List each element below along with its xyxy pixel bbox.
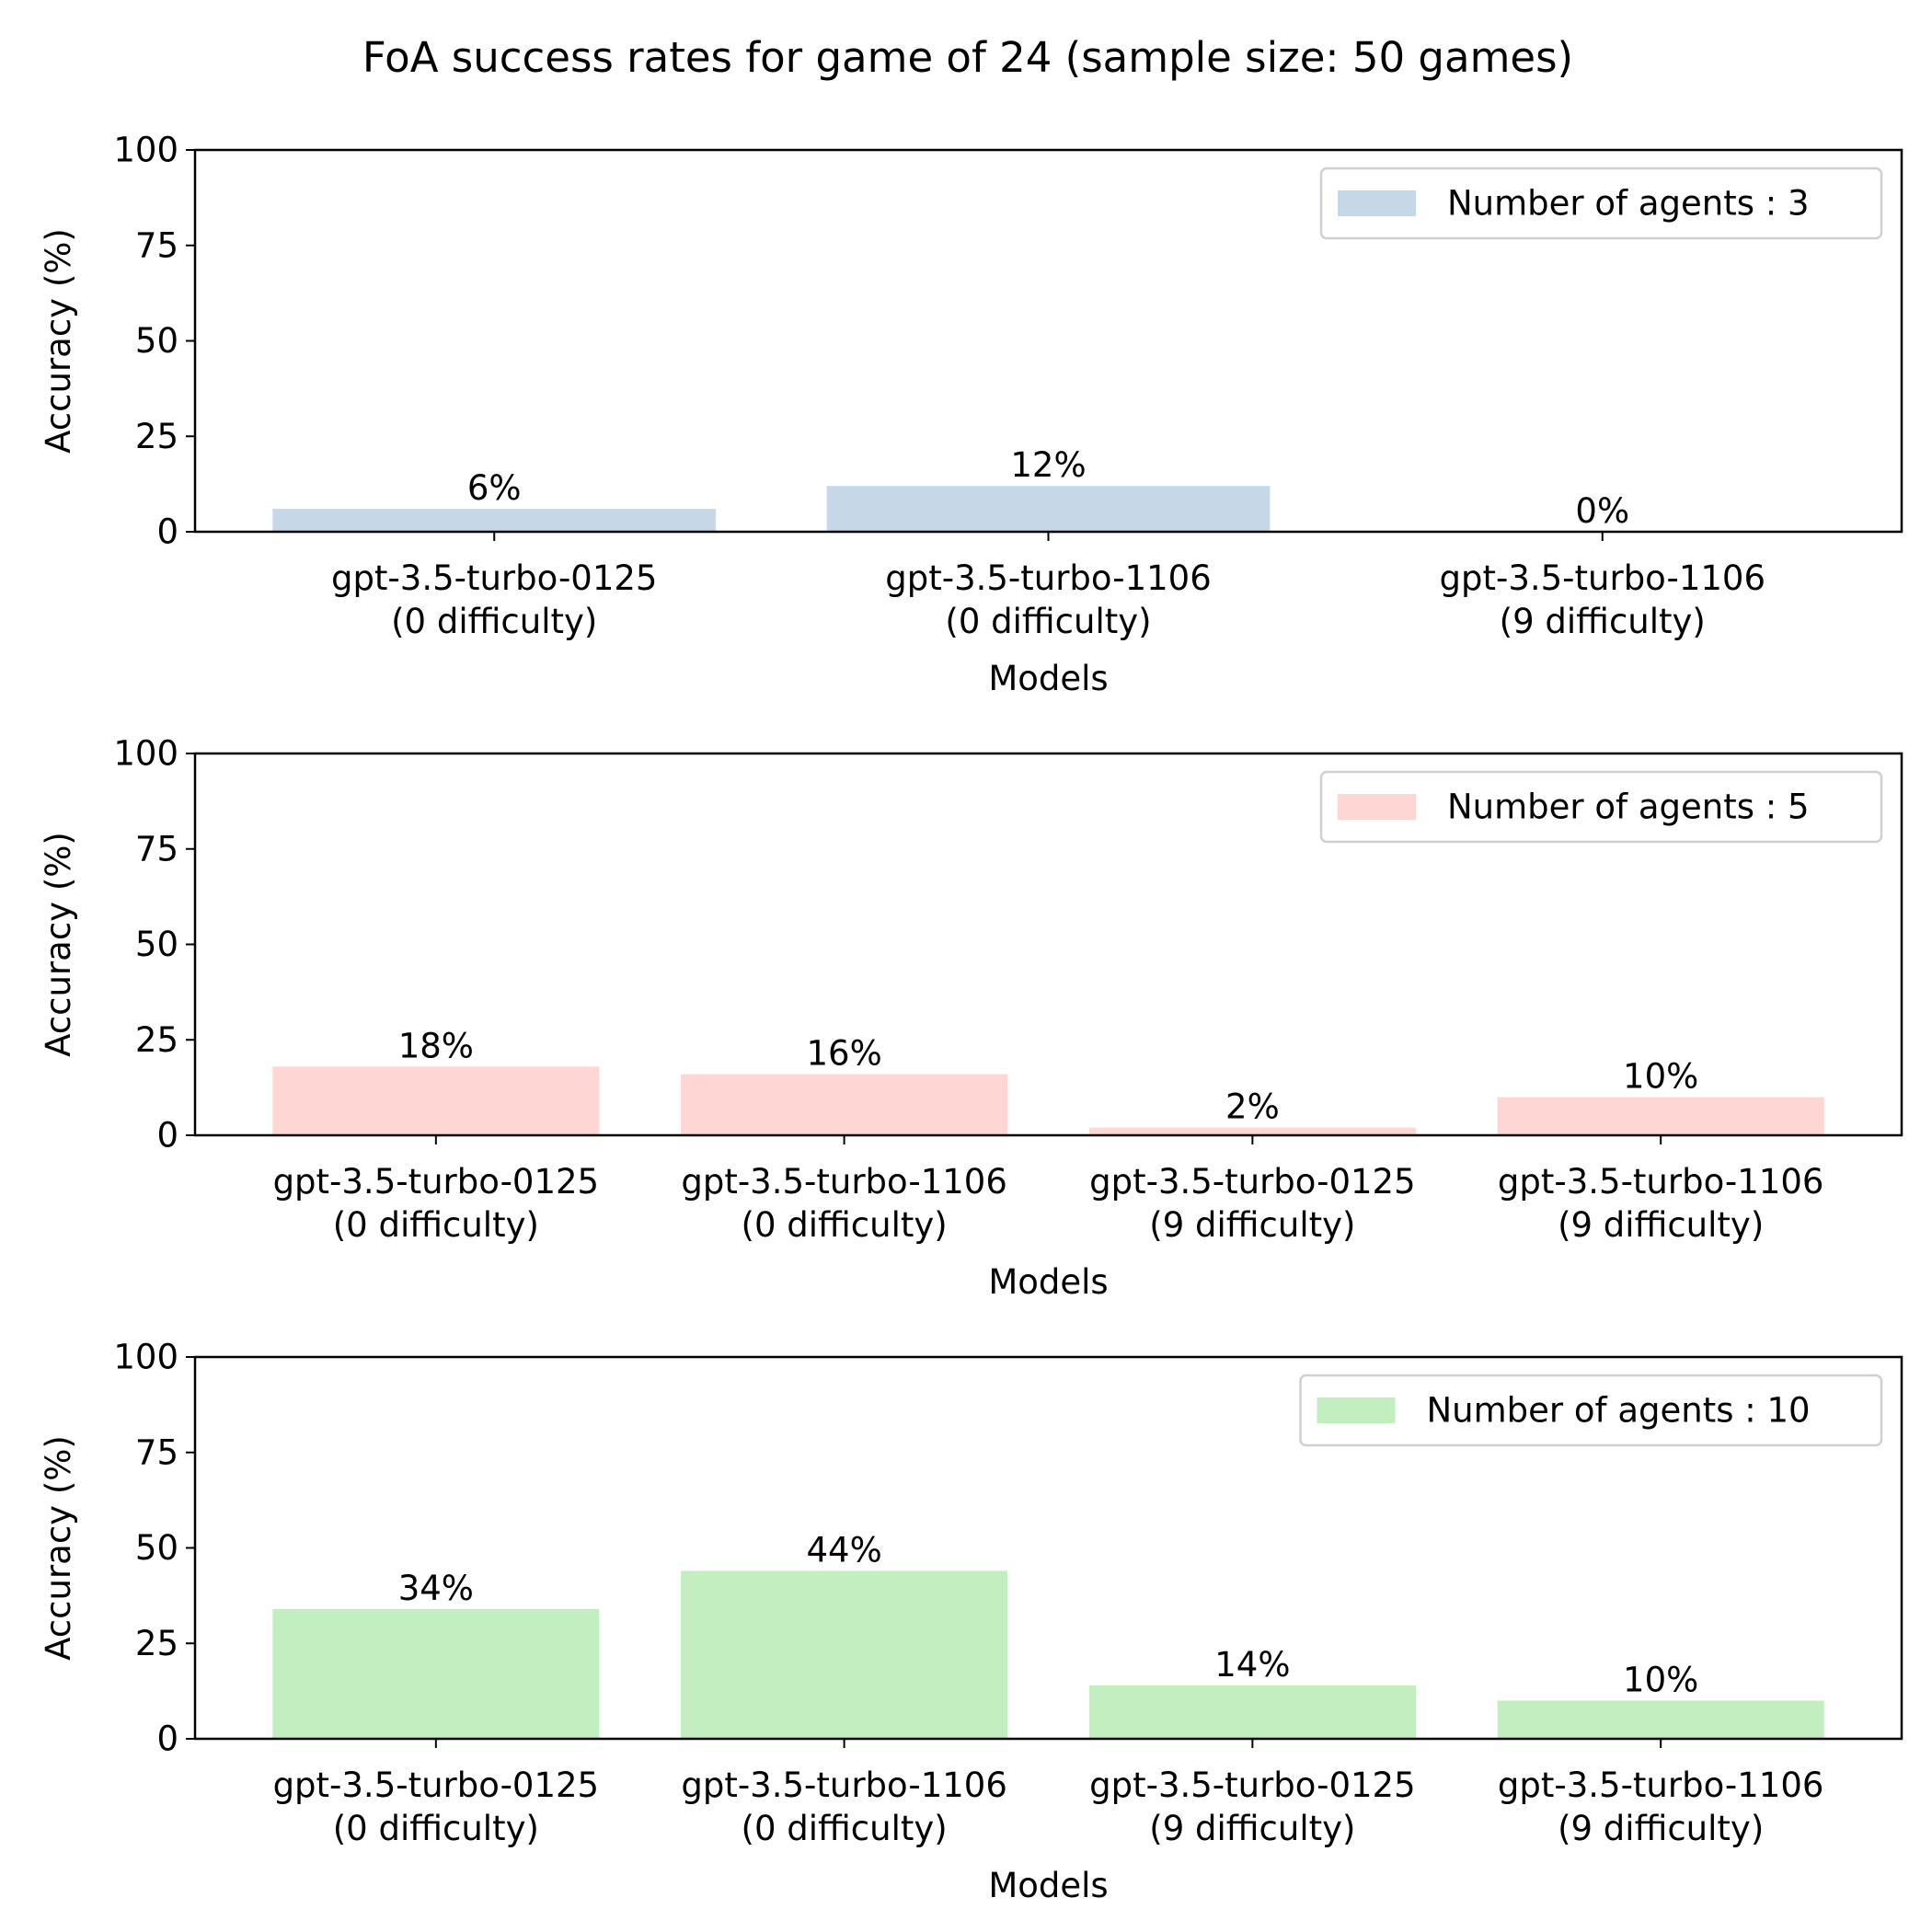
x-tick-label: gpt-3.5-turbo-0125 — [273, 1162, 600, 1202]
legend: Number of agents : 5 — [1319, 770, 1883, 844]
x-axis-label: Models — [988, 1866, 1108, 1905]
y-tick-label: 100 — [113, 131, 178, 170]
y-tick-label: 25 — [135, 1020, 178, 1060]
x-tick-label: gpt-3.5-turbo-1106 — [681, 1162, 1007, 1202]
x-tick-label: gpt-3.5-turbo-1106 — [885, 558, 1212, 598]
x-tick-label: gpt-3.5-turbo-1106 — [1440, 558, 1766, 598]
x-tick-label-sub: (9 difficulty) — [1149, 1205, 1355, 1245]
y-tick-label: 25 — [135, 1624, 178, 1663]
x-tick-label-sub: (0 difficulty) — [333, 1205, 539, 1245]
x-tick-label-sub: (0 difficulty) — [742, 1205, 948, 1245]
legend-swatch — [1338, 794, 1416, 820]
legend-label: Number of agents : 10 — [1427, 1391, 1811, 1431]
y-tick-label: 100 — [113, 1338, 178, 1377]
x-tick-label: gpt-3.5-turbo-1106 — [1498, 1162, 1824, 1202]
legend-swatch — [1317, 1397, 1396, 1423]
bar-value-label: 6% — [467, 468, 522, 508]
bar-value-label: 18% — [398, 1026, 474, 1065]
y-tick-label: 50 — [135, 321, 178, 361]
y-axis-label: Accuracy (%) — [39, 228, 78, 454]
legend-box — [1319, 770, 1883, 844]
chart-panel-2: 18% 16% 2% 10% 0 25 50 75 100 Accuracy (%) gpt-3.5… — [39, 734, 1903, 1302]
y-tick-label: 75 — [135, 225, 178, 265]
bar-value-label: 2% — [1225, 1087, 1280, 1127]
legend-box — [1319, 167, 1883, 240]
bar-value-label: 14% — [1214, 1645, 1290, 1685]
x-tick-label: gpt-3.5-turbo-0125 — [273, 1765, 600, 1805]
legend-box — [1299, 1374, 1883, 1447]
bar-value-label: 44% — [806, 1530, 881, 1570]
y-tick-label: 100 — [113, 734, 178, 774]
x-tick-label-sub: (9 difficulty) — [1558, 1205, 1764, 1245]
x-tick-label: gpt-3.5-turbo-0125 — [1089, 1765, 1416, 1805]
bar-value-label: 0% — [1575, 491, 1629, 531]
x-tick-label-sub: (0 difficulty) — [742, 1809, 948, 1848]
x-tick-label-sub: (0 difficulty) — [333, 1809, 539, 1848]
bar-value-label: 10% — [1623, 1661, 1698, 1700]
x-tick-label: gpt-3.5-turbo-1106 — [681, 1765, 1007, 1805]
bar — [681, 1570, 1008, 1739]
x-tick-label: gpt-3.5-turbo-1106 — [1498, 1765, 1824, 1805]
x-tick-label: gpt-3.5-turbo-0125 — [331, 558, 658, 598]
bar — [272, 509, 717, 532]
bar-value-label: 16% — [806, 1034, 881, 1074]
y-tick-label: 50 — [135, 925, 178, 964]
bar — [1497, 1700, 1824, 1739]
y-tick-label: 0 — [156, 1719, 178, 1759]
y-tick-label: 25 — [135, 417, 178, 456]
bar-value-label: 10% — [1623, 1057, 1698, 1097]
y-axis-label: Accuracy (%) — [39, 1435, 78, 1661]
bar-value-label: 34% — [398, 1569, 474, 1608]
y-tick-label: 75 — [135, 1432, 178, 1472]
chart-panels: 6% 12% 0% 0 25 50 75 100 Accuracy (%) gpt-3.5-tur… — [39, 131, 1903, 1905]
x-tick-label-sub: (0 difficulty) — [945, 602, 1151, 641]
x-tick-label-sub: (9 difficulty) — [1500, 602, 1706, 641]
chart-panel-1: 6% 12% 0% 0 25 50 75 100 Accuracy (%) gpt-3.5-tur… — [39, 131, 1903, 698]
bar — [272, 1066, 600, 1135]
chart-panel-3: 34% 44% 14% 10% 0 25 50 75 100 Accuracy (%) gpt-3.… — [39, 1338, 1903, 1905]
bar-value-label: 12% — [1010, 445, 1086, 485]
bar — [1088, 1127, 1416, 1135]
legend: Number of agents : 3 — [1319, 167, 1883, 240]
x-tick-label: gpt-3.5-turbo-0125 — [1089, 1162, 1416, 1202]
y-tick-label: 0 — [156, 512, 178, 552]
x-tick-label-sub: (9 difficulty) — [1149, 1809, 1355, 1848]
bar — [826, 486, 1271, 532]
legend-swatch — [1338, 190, 1416, 216]
x-tick-label-sub: (9 difficulty) — [1558, 1809, 1764, 1848]
y-axis-label: Accuracy (%) — [39, 832, 78, 1057]
legend-label: Number of agents : 5 — [1447, 788, 1810, 827]
figure-title: FoA success rates for game of 24 (sample… — [362, 33, 1573, 82]
x-axis-label: Models — [988, 659, 1108, 698]
legend: Number of agents : 10 — [1299, 1374, 1883, 1447]
y-tick-label: 50 — [135, 1528, 178, 1568]
legend-label: Number of agents : 3 — [1447, 184, 1810, 224]
y-tick-label: 75 — [135, 829, 178, 868]
x-tick-label-sub: (0 difficulty) — [391, 602, 597, 641]
y-tick-label: 0 — [156, 1116, 178, 1156]
x-axis-label: Models — [988, 1262, 1108, 1302]
bar — [1088, 1685, 1416, 1739]
bar — [272, 1608, 600, 1739]
bar — [1497, 1097, 1824, 1135]
bar — [681, 1074, 1008, 1135]
